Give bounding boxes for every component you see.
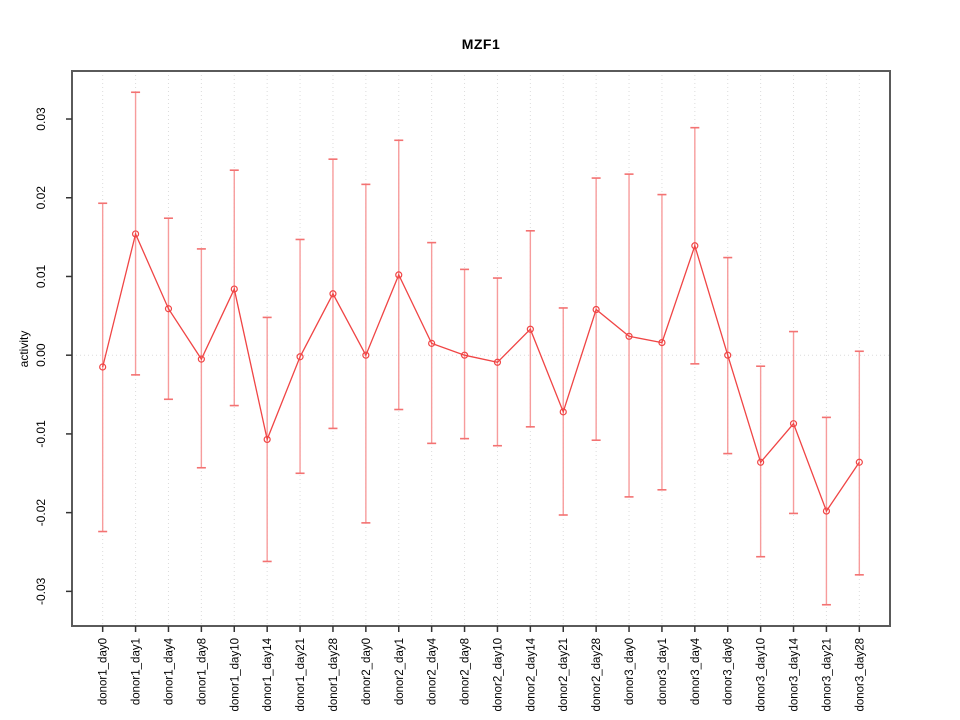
x-tick-label: donor3_day14 [789, 637, 801, 711]
series-line [102, 231, 860, 513]
x-tick-label: donor2_day1 [394, 638, 406, 705]
x-tick-label: donor1_day10 [229, 638, 241, 712]
data-point [789, 420, 798, 428]
x-tick-label: donor1_day1 [131, 638, 143, 705]
x-tick-label: donor3_day1 [657, 638, 669, 705]
data-point [131, 230, 140, 238]
data-point [395, 271, 403, 279]
data-point [197, 355, 205, 363]
x-tick-label: donor1_day0 [98, 638, 110, 705]
x-tick-label: donor3_day0 [624, 638, 636, 705]
y-tick-label: -0.01 [34, 420, 48, 448]
x-tick-label: donor3_day8 [723, 638, 735, 705]
data-point [855, 458, 863, 466]
data-point [691, 242, 699, 250]
x-tick-label: donor2_day10 [492, 638, 504, 712]
y-tick-label: -0.03 [34, 577, 48, 605]
x-tick-label: donor2_day4 [427, 637, 439, 705]
x-tick-label: donor1_day4 [163, 637, 175, 705]
data-point [329, 290, 337, 298]
y-tick-label: 0.03 [34, 107, 48, 131]
data-point [362, 351, 370, 359]
y-tick-label: 0.00 [34, 343, 48, 367]
data-point [263, 435, 271, 444]
x-tick-label: donor2_day21 [558, 638, 570, 712]
chart-title: MZF1 [461, 36, 501, 52]
data-point [526, 325, 534, 333]
x-tick-label: donor3_day4 [690, 637, 702, 705]
y-tick-label: -0.02 [34, 499, 48, 527]
x-tick-label: donor1_day28 [328, 638, 340, 712]
data-point [99, 363, 107, 371]
y-axis-label: activity [17, 330, 31, 368]
x-tick-label: donor3_day28 [854, 638, 866, 712]
x-tick-label: donor2_day0 [361, 638, 373, 705]
data-point [493, 358, 502, 366]
data-point [460, 351, 469, 359]
x-tick-label: donor3_day10 [756, 638, 768, 712]
data-point [230, 285, 238, 293]
data-point [164, 305, 173, 313]
x-tick-label: donor2_day14 [525, 637, 537, 711]
y-tick-label: 0.01 [34, 264, 48, 288]
x-tick-label: donor1_day21 [295, 638, 307, 712]
x-tick-label: donor2_day8 [460, 638, 472, 705]
data-point [757, 458, 765, 466]
data-point [592, 305, 600, 314]
x-tick-label: donor2_day28 [591, 638, 603, 712]
data-point [428, 339, 436, 347]
data-point [822, 507, 831, 515]
plot-border [71, 70, 891, 627]
data-point [724, 351, 732, 359]
x-tick-label: donor3_day21 [821, 638, 833, 712]
data-point [296, 353, 304, 361]
x-tick-label: donor1_day14 [262, 637, 274, 711]
data-point [625, 332, 633, 340]
x-tick-label: donor1_day8 [196, 638, 208, 705]
data-point [559, 408, 567, 416]
data-point [658, 338, 666, 347]
y-tick-label: 0.02 [34, 186, 48, 210]
